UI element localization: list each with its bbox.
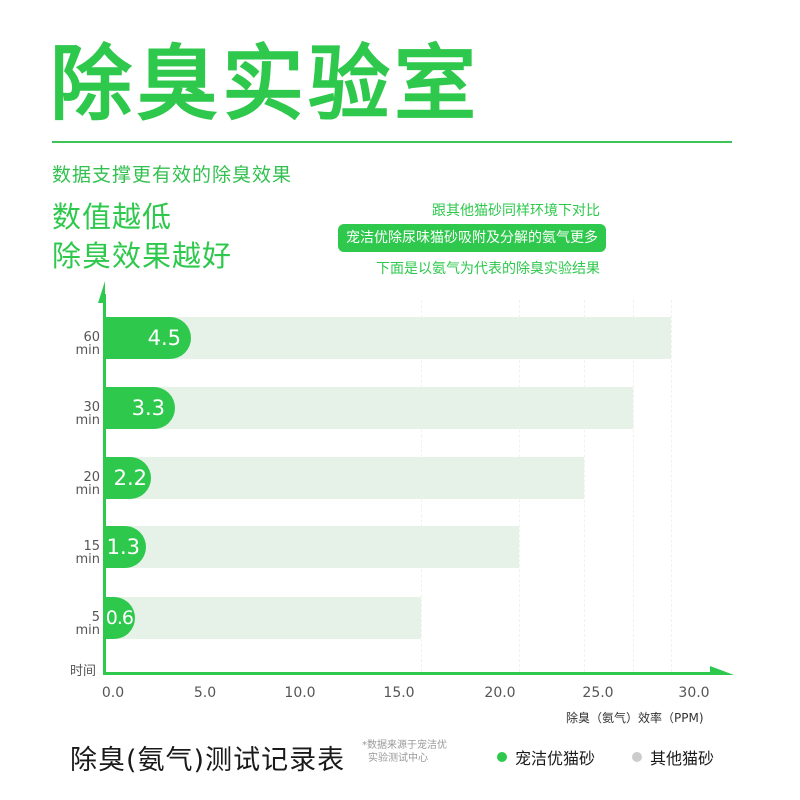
source-line-2: 实验测试中心 <box>368 753 428 764</box>
y-tick-unit: min <box>75 413 100 428</box>
bar-value-label: 0.6 <box>105 607 134 629</box>
y-axis-title: 时间 <box>70 664 97 679</box>
y-tick-label: 5 min <box>60 611 100 637</box>
other-litter-bar <box>104 526 519 568</box>
data-source-note: *数据来源于宠洁优 实验测试中心 <box>362 739 447 765</box>
other-litter-bar <box>104 457 584 499</box>
x-tick-label: 15.0 <box>383 685 415 701</box>
product-bar: 1.3 <box>104 526 146 568</box>
chart-title: 除臭(氨气)测试记录表 <box>70 745 346 776</box>
bar-value-label: 2.2 <box>113 466 147 490</box>
x-axis-arrow-icon <box>710 666 734 675</box>
page-subtitle: 数据支撑更有效的除臭效果 <box>52 164 293 186</box>
x-tick-label: 10.0 <box>284 685 316 701</box>
gridline <box>584 300 585 672</box>
y-tick-number: 20 <box>83 470 100 485</box>
y-tick-number: 30 <box>83 400 100 415</box>
other-litter-bar <box>104 317 671 359</box>
legend-item-product: 宠洁优猫砂 <box>497 745 595 769</box>
source-line-1: *数据来源于宠洁优 <box>362 740 447 751</box>
y-tick-label: 60 min <box>60 331 100 357</box>
title-divider <box>52 141 732 143</box>
legend-label: 其他猫砂 <box>650 749 715 768</box>
legend-dot-icon <box>632 752 642 762</box>
product-bar: 0.6 <box>104 597 135 639</box>
x-tick-label: 25.0 <box>582 685 614 701</box>
y-tick-label: 30 min <box>60 401 100 427</box>
gridline <box>671 300 672 672</box>
x-tick-label: 20.0 <box>484 685 516 701</box>
x-tick-label: 5.0 <box>193 685 217 701</box>
y-tick-label: 20 min <box>60 471 100 497</box>
gridline <box>633 300 634 672</box>
page-title: 除臭实验室 <box>50 37 481 132</box>
legend-label: 宠洁优猫砂 <box>515 749 596 768</box>
x-tick-label: 30.0 <box>678 685 710 701</box>
y-tick-number: 15 <box>83 539 100 554</box>
y-tick-label: 15 min <box>60 540 100 566</box>
bar-value-label: 3.3 <box>131 396 165 420</box>
note-line-3: 下面是以氨气为代表的除臭实验结果 <box>376 261 600 277</box>
product-bar: 4.5 <box>104 317 191 359</box>
y-tick-unit: min <box>75 343 100 358</box>
x-axis-title: 除臭（氨气）效率（PPM) <box>566 711 704 725</box>
y-tick-number: 5 <box>91 610 100 625</box>
legend-dot-icon <box>497 752 507 762</box>
other-litter-bar <box>104 597 421 639</box>
product-bar: 3.3 <box>104 387 175 429</box>
y-axis-arrow-icon <box>98 281 105 303</box>
bar-value-label: 1.3 <box>106 535 140 559</box>
x-tick-label: 0.0 <box>101 685 125 701</box>
slogan-line-2: 除臭效果越好 <box>52 239 233 273</box>
note-line-1: 跟其他猫砂同样环境下对比 <box>432 203 600 219</box>
product-bar: 2.2 <box>104 457 151 499</box>
y-tick-unit: min <box>75 552 100 567</box>
y-axis <box>103 294 106 674</box>
x-axis <box>103 672 715 675</box>
slogan-line-1: 数值越低 <box>52 200 173 234</box>
bar-value-label: 4.5 <box>147 326 181 350</box>
note-highlight-pill: 宠洁优除尿味猫砂吸附及分解的氨气更多 <box>338 224 606 252</box>
legend-item-other: 其他猫砂 <box>632 745 714 769</box>
y-tick-unit: min <box>75 623 100 638</box>
other-litter-bar <box>104 387 633 429</box>
y-tick-unit: min <box>75 483 100 498</box>
y-tick-number: 60 <box>83 330 100 345</box>
